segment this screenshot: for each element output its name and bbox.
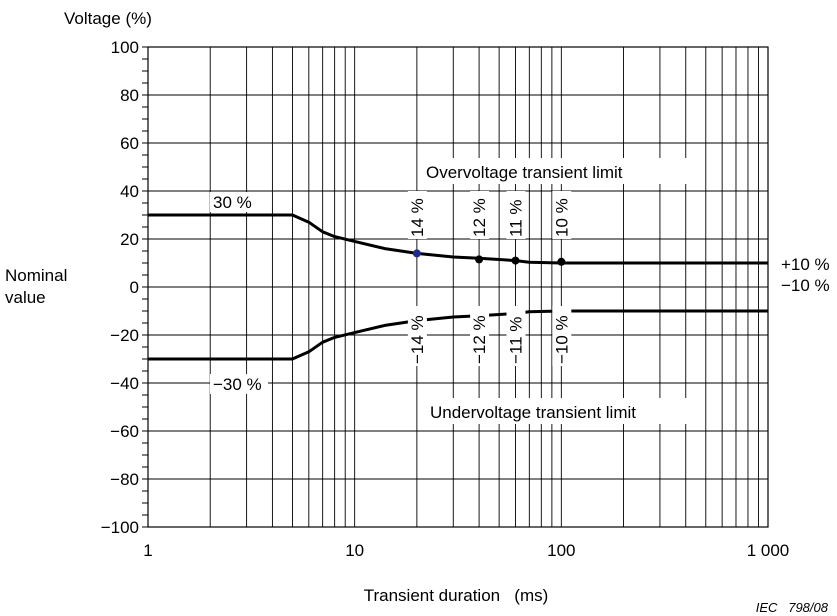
upper-point-label-group: 12 %: [470, 191, 490, 239]
y-tick-label: −100: [101, 518, 139, 537]
upper-start-label: 30 %: [213, 193, 252, 212]
y-tick-label: 80: [120, 86, 139, 105]
upper-point-label-group: 14 %: [407, 191, 427, 239]
y-axis-label: Voltage (%): [64, 9, 152, 28]
data-point-marker: [511, 256, 520, 265]
lower-point-label: −14 %: [408, 315, 427, 364]
data-point-marker: [557, 257, 566, 266]
lower-point-label-bg: [407, 306, 427, 366]
series-group: [148, 213, 768, 361]
overvoltage-limit-line: [148, 213, 768, 265]
y-tick-label: −80: [110, 470, 139, 489]
y-tick-label: 0: [130, 278, 139, 297]
y-tick-label: 100: [111, 38, 139, 57]
y-tick-label: 40: [120, 182, 139, 201]
x-tick-label: 1 000: [747, 541, 790, 560]
upper-start-label-bg: [210, 192, 262, 212]
upper-point-label-group: 11 %: [506, 191, 526, 239]
y-tick-label: −60: [110, 422, 139, 441]
undervoltage-caption: Undervoltage transient limit: [430, 403, 636, 422]
x-tick-label: 1: [143, 541, 152, 560]
lower-point-label-group: −14 %: [407, 306, 427, 366]
upper-end-label: +10 %: [781, 255, 830, 274]
y-tick-label: 20: [120, 230, 139, 249]
lower-point-label-bg: [506, 306, 526, 366]
lower-point-label-group: −12 %: [470, 306, 490, 366]
lower-point-label: −12 %: [470, 315, 489, 364]
x-tick-label: 10: [345, 541, 364, 560]
upper-point-label-bg: [470, 191, 490, 239]
upper-point-label-group: 10 %: [552, 191, 572, 239]
nominal-label-line2: value: [5, 288, 46, 307]
upper-point-label: 10 %: [552, 198, 571, 237]
lower-point-label: −10 %: [552, 315, 571, 364]
upper-point-label-bg: [552, 191, 572, 239]
upper-point-label: 11 %: [506, 200, 525, 238]
lower-point-label-bg: [552, 306, 572, 366]
lower-point-label-group: −11 %: [506, 306, 526, 366]
overvoltage-caption: Overvoltage transient limit: [426, 163, 623, 182]
lower-point-label-bg: [470, 306, 490, 366]
labels-group: Voltage (%) Transient duration (ms) Nomi…: [5, 9, 830, 615]
undervoltage-caption-bg: [427, 398, 689, 424]
upper-point-label-bg: [506, 191, 526, 239]
y-tick-label: −40: [110, 374, 139, 393]
undervoltage-limit-line: [148, 309, 768, 361]
upper-point-label: 14 %: [408, 198, 427, 237]
lower-point-label-group: −10 %: [552, 306, 572, 366]
lower-start-label: −30 %: [213, 375, 262, 394]
lower-start-label-bg: [210, 374, 268, 394]
data-point-marker: [412, 249, 421, 258]
y-tick-label: −20: [110, 326, 139, 345]
x-axis-label: Transient duration (ms): [364, 586, 549, 605]
overvoltage-caption-bg: [422, 158, 698, 184]
data-point-marker: [475, 255, 484, 264]
lower-point-label: −11 %: [506, 317, 525, 364]
y-tick-label: 60: [120, 134, 139, 153]
lower-end-label: −10 %: [781, 276, 830, 295]
figure-reference: IEC 798/08: [756, 600, 829, 615]
x-tick-label: 100: [547, 541, 575, 560]
upper-point-label: 12 %: [470, 198, 489, 237]
grid: [148, 47, 768, 527]
upper-point-label-bg: [407, 191, 427, 239]
nominal-label-line1: Nominal: [5, 266, 67, 285]
